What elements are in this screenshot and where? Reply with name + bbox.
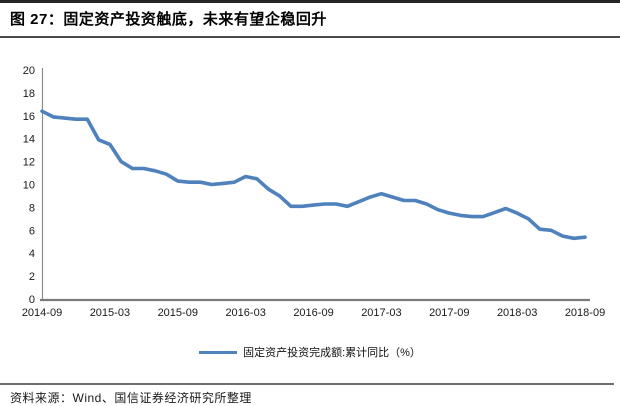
y-axis-tick-label: 20 <box>23 65 35 77</box>
source-attribution: 资料来源：Wind、国信证券经济研究所整理 <box>10 391 252 405</box>
x-axis-tick-label: 2015-09 <box>158 307 198 319</box>
y-axis-tick-label: 16 <box>23 111 35 123</box>
x-axis-tick-label: 2015-03 <box>90 307 130 319</box>
legend-series-label: 固定资产投资完成额:累计同比（%） <box>243 347 421 359</box>
x-axis-tick-label: 2018-09 <box>565 307 605 319</box>
series-trend-line <box>40 109 587 241</box>
figure-header: 图 27：固定资产投资触底，未来有望企稳回升 <box>0 0 620 38</box>
x-axis-tick-label: 2017-03 <box>361 307 401 319</box>
y-axis-tick-label: 0 <box>29 294 35 306</box>
x-axis-tick-label: 2017-09 <box>429 307 469 319</box>
chart-legend: 固定资产投资完成额:累计同比（%） <box>0 344 620 360</box>
x-axis-tick-label: 2018-03 <box>497 307 537 319</box>
footer-divider <box>0 383 614 385</box>
y-axis-tick-label: 18 <box>23 88 35 100</box>
y-axis-tick-label: 10 <box>23 180 35 192</box>
x-axis-tick-label: 2016-03 <box>225 307 265 319</box>
y-axis-tick-label: 8 <box>29 202 35 214</box>
y-axis-tick-label: 4 <box>29 248 35 260</box>
figure-footer: 资料来源：Wind、国信证券经济研究所整理 <box>10 389 610 406</box>
chart-canvas: 0 2 4 6 8 10 12 14 16 18 20 2014-09 2015-03 2015-09 20… <box>22 65 605 319</box>
legend-line-marker <box>199 350 238 354</box>
x-axis-tick-label: 2014-09 <box>22 307 62 319</box>
y-axis-tick-label: 2 <box>29 271 35 283</box>
y-axis-tick-label: 12 <box>23 157 35 169</box>
x-axis-tick-label: 2016-09 <box>293 307 333 319</box>
figure-title: 图 27：固定资产投资触底，未来有望企稳回升 <box>10 11 327 28</box>
y-axis-tick-label: 14 <box>23 134 35 146</box>
y-axis-tick-label: 6 <box>29 225 35 237</box>
